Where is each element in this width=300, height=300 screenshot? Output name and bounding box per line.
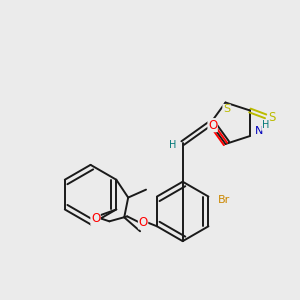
Text: S: S bbox=[223, 104, 230, 115]
Text: H: H bbox=[262, 120, 269, 130]
Text: O: O bbox=[91, 212, 100, 225]
Text: N: N bbox=[255, 126, 263, 136]
Text: Br: Br bbox=[218, 194, 230, 205]
Text: H: H bbox=[169, 140, 176, 150]
Text: O: O bbox=[139, 216, 148, 229]
Text: O: O bbox=[208, 119, 217, 132]
Text: S: S bbox=[268, 111, 275, 124]
